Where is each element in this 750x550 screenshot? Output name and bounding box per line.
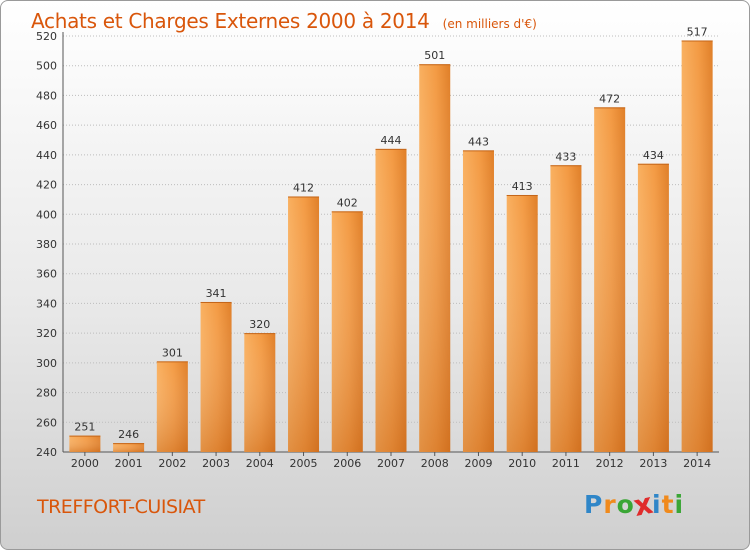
y-tick-label: 520 (36, 30, 57, 43)
commune-name: TREFFORT-CUISIAT (37, 496, 205, 518)
bar-shade (637, 163, 669, 452)
x-tick-label: 2003 (202, 457, 230, 470)
logo-letter: i (652, 490, 662, 519)
y-tick-label: 420 (36, 179, 57, 192)
proxiti-logo: Proxiti (584, 486, 685, 523)
axis-layer: 240 260 280 300 320 340 360 380 400 420 440 460 480 5… (36, 30, 719, 470)
x-tick-label: 2010 (508, 457, 536, 470)
data-label: 434 (643, 149, 664, 162)
logo-letter: r (603, 490, 617, 519)
y-tick-label: 340 (36, 297, 57, 310)
y-tick-label: 260 (36, 416, 57, 429)
y-tick-label: 240 (36, 446, 57, 459)
bar-shade (200, 301, 232, 452)
chart-subtitle: (en milliers d'€) (442, 17, 537, 31)
x-tick-label: 2011 (552, 457, 580, 470)
data-label: 301 (162, 346, 183, 359)
x-tick-label: 2005 (290, 457, 318, 470)
bar-shade (462, 150, 494, 452)
bar-shade (681, 40, 713, 452)
bar-shade (375, 148, 407, 452)
x-tick-label: 2001 (115, 457, 143, 470)
x-tick-label: 2009 (464, 457, 492, 470)
logo-letter: t (661, 490, 675, 519)
bar-shade (113, 443, 145, 452)
bar-shade (506, 194, 538, 452)
y-tick-label: 360 (36, 268, 57, 281)
y-tick-label: 280 (36, 387, 57, 400)
data-label: 444 (381, 134, 402, 147)
data-label: 433 (555, 150, 576, 163)
bar-shade (156, 361, 188, 452)
data-label: 246 (118, 428, 139, 441)
bar-layer (69, 40, 713, 453)
logo-letter: P (584, 490, 604, 519)
y-tick-label: 400 (36, 208, 57, 221)
x-tick-label: 2014 (683, 457, 711, 470)
data-label: 501 (424, 49, 445, 62)
data-label: 251 (74, 421, 95, 434)
x-tick-label: 2013 (639, 457, 667, 470)
y-tick-label: 500 (36, 60, 57, 73)
x-tick-label: 2008 (421, 457, 449, 470)
chart-title: Achats et Charges Externes 2000 à 2014 (31, 9, 430, 33)
bar-shade (331, 211, 363, 452)
y-tick-label: 480 (36, 89, 57, 102)
data-label: 412 (293, 181, 314, 194)
x-tick-label: 2006 (333, 457, 361, 470)
bar-shade (244, 333, 276, 452)
bar-shade (550, 165, 582, 452)
data-label: 402 (337, 196, 358, 209)
data-label: 413 (512, 180, 533, 193)
logo-letter: i (674, 490, 685, 519)
y-tick-label: 380 (36, 238, 57, 251)
logo-letter: o (616, 490, 635, 519)
bar-shade (594, 107, 626, 453)
data-label: 517 (687, 25, 708, 38)
data-label: 443 (468, 135, 489, 148)
y-tick-label: 320 (36, 327, 57, 340)
x-tick-label: 2002 (158, 457, 186, 470)
y-tick-label: 300 (36, 357, 57, 370)
x-tick-label: 2004 (246, 457, 274, 470)
data-label: 341 (206, 287, 227, 300)
label-layer: 251 246 301 341 320 412 402 444 501 443 413 433 472 4… (74, 25, 707, 441)
x-tick-label: 2007 (377, 457, 405, 470)
x-tick-label: 2000 (71, 457, 99, 470)
bar-shade (288, 196, 320, 452)
bar-shade (69, 435, 101, 452)
data-label: 472 (599, 92, 620, 105)
title-row: Achats et Charges Externes 2000 à 2014 (… (31, 9, 537, 33)
x-tick-label: 2012 (596, 457, 624, 470)
y-tick-label: 460 (36, 119, 57, 132)
data-label: 320 (249, 318, 270, 331)
y-tick-label: 440 (36, 149, 57, 162)
bar-shade (419, 64, 451, 452)
